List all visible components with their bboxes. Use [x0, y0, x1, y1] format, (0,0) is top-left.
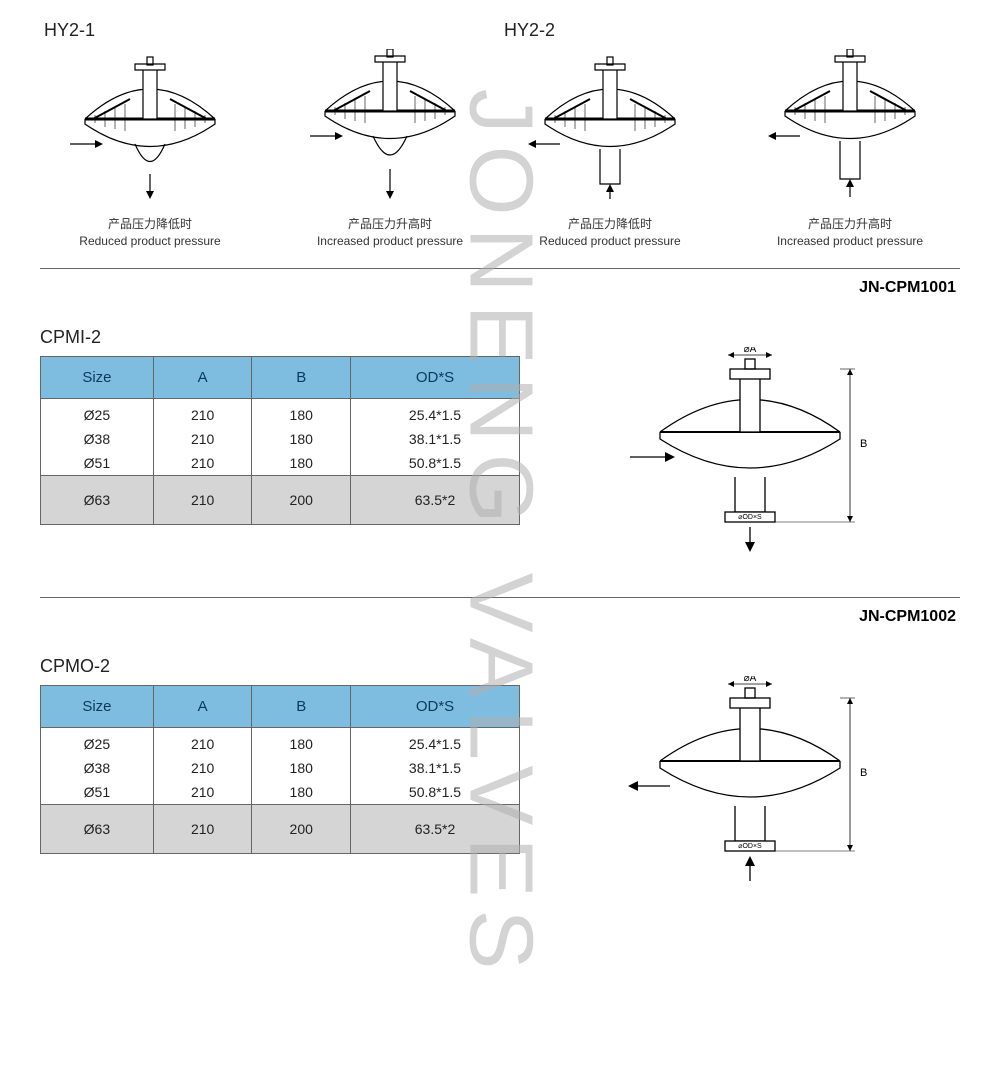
th: Size: [41, 357, 154, 399]
td: 210: [153, 780, 252, 805]
table-row: Ø38 210 180 38.1*1.5: [41, 427, 520, 451]
diagram-row-left: 产品压力降低时 Reduced product pressure: [40, 49, 500, 248]
th: Size: [41, 686, 154, 728]
th: B: [252, 357, 351, 399]
caption-en: Reduced product pressure: [40, 234, 260, 248]
top-diagrams-section: HY2-1: [40, 20, 960, 248]
th: OD*S: [351, 686, 520, 728]
td: 210: [153, 476, 252, 525]
page-container: HY2-1: [0, 0, 1000, 946]
caption-en: Reduced product pressure: [500, 234, 720, 248]
th: B: [252, 686, 351, 728]
table-row: Ø51 210 180 50.8*1.5: [41, 451, 520, 476]
diagram-cell: 产品压力升高时 Increased product pressure: [280, 49, 500, 248]
td: Ø25: [41, 399, 154, 428]
table-row: Ø25 210 180 25.4*1.5: [41, 728, 520, 757]
td: 210: [153, 805, 252, 854]
td: Ø38: [41, 427, 154, 451]
table-row-alt: Ø63 210 200 63.5*2: [41, 805, 520, 854]
separator: [40, 597, 960, 598]
td: 210: [153, 756, 252, 780]
td: Ø25: [41, 728, 154, 757]
td: 200: [252, 805, 351, 854]
valve-cross-section-icon: [305, 49, 475, 209]
td: 180: [252, 780, 351, 805]
caption-en: Increased product pressure: [740, 234, 960, 248]
td: Ø63: [41, 476, 154, 525]
td: 180: [252, 427, 351, 451]
td: 25.4*1.5: [351, 728, 520, 757]
td: 210: [153, 399, 252, 428]
td: 63.5*2: [351, 805, 520, 854]
dim-B: B: [860, 767, 867, 779]
th: A: [153, 357, 252, 399]
table-row: Ø51 210 180 50.8*1.5: [41, 780, 520, 805]
td: 210: [153, 451, 252, 476]
td: 210: [153, 728, 252, 757]
td: 63.5*2: [351, 476, 520, 525]
td: 25.4*1.5: [351, 399, 520, 428]
dim-A: ⌀A: [744, 676, 757, 684]
td: 38.1*1.5: [351, 756, 520, 780]
valve-cross-section-icon: [765, 49, 935, 209]
caption-cn: 产品压力升高时: [740, 215, 960, 232]
diagram-cell: 产品压力降低时 Reduced product pressure: [40, 49, 260, 248]
td: Ø38: [41, 756, 154, 780]
label-hy2-2: HY2-2: [504, 20, 960, 41]
diagram-cell: 产品压力升高时 Increased product pressure: [740, 49, 960, 248]
th: A: [153, 686, 252, 728]
diagram-row-right: 产品压力降低时 Reduced product pressure: [500, 49, 960, 248]
spec-table-1: Size A B OD*S Ø25 210 180 25.4*1.5 Ø38 2…: [40, 356, 520, 525]
spec-diagram-1: ⌀A B ⌀OD×S: [580, 327, 960, 567]
part-code-2: JN-CPM1002: [40, 608, 956, 626]
td: Ø51: [41, 780, 154, 805]
td: 180: [252, 451, 351, 476]
spec-diagram-2: ⌀A B ⌀OD×S: [580, 656, 960, 896]
th: OD*S: [351, 357, 520, 399]
spec-section-2: CPMO-2 Size A B OD*S Ø25 210 180 25.4*1.…: [40, 656, 960, 896]
dimension-drawing-icon: ⌀A B ⌀OD×S: [620, 347, 880, 567]
top-left-group: HY2-1: [40, 20, 500, 248]
separator: [40, 268, 960, 269]
spec-table-wrap: CPMI-2 Size A B OD*S Ø25 210 180 25.4*1.…: [40, 327, 520, 525]
table-row: Ø38 210 180 38.1*1.5: [41, 756, 520, 780]
part-code-1: JN-CPM1001: [40, 279, 956, 297]
dim-B: B: [860, 438, 867, 450]
td: Ø63: [41, 805, 154, 854]
spec-section-1: CPMI-2 Size A B OD*S Ø25 210 180 25.4*1.…: [40, 327, 960, 567]
top-right-group: HY2-2: [500, 20, 960, 248]
td: 38.1*1.5: [351, 427, 520, 451]
spec-title-2: CPMO-2: [40, 656, 520, 677]
td: 180: [252, 728, 351, 757]
td: 200: [252, 476, 351, 525]
dim-OD: ⌀OD×S: [738, 514, 762, 521]
valve-cross-section-icon: [525, 49, 695, 209]
valve-cross-section-icon: [65, 49, 235, 209]
td: 180: [252, 756, 351, 780]
td: Ø51: [41, 451, 154, 476]
td: 210: [153, 427, 252, 451]
spec-title-1: CPMI-2: [40, 327, 520, 348]
td: 50.8*1.5: [351, 451, 520, 476]
dim-A: ⌀A: [744, 347, 757, 355]
td: 50.8*1.5: [351, 780, 520, 805]
diagram-cell: 产品压力降低时 Reduced product pressure: [500, 49, 720, 248]
caption-cn: 产品压力降低时: [500, 215, 720, 232]
dim-OD: ⌀OD×S: [738, 843, 762, 850]
caption-cn: 产品压力降低时: [40, 215, 260, 232]
caption-cn: 产品压力升高时: [280, 215, 500, 232]
dimension-drawing-icon: ⌀A B ⌀OD×S: [620, 676, 880, 896]
table-row-alt: Ø63 210 200 63.5*2: [41, 476, 520, 525]
label-hy2-1: HY2-1: [44, 20, 500, 41]
spec-table-wrap: CPMO-2 Size A B OD*S Ø25 210 180 25.4*1.…: [40, 656, 520, 854]
table-row: Ø25 210 180 25.4*1.5: [41, 399, 520, 428]
caption-en: Increased product pressure: [280, 234, 500, 248]
td: 180: [252, 399, 351, 428]
spec-table-2: Size A B OD*S Ø25 210 180 25.4*1.5 Ø38 2…: [40, 685, 520, 854]
